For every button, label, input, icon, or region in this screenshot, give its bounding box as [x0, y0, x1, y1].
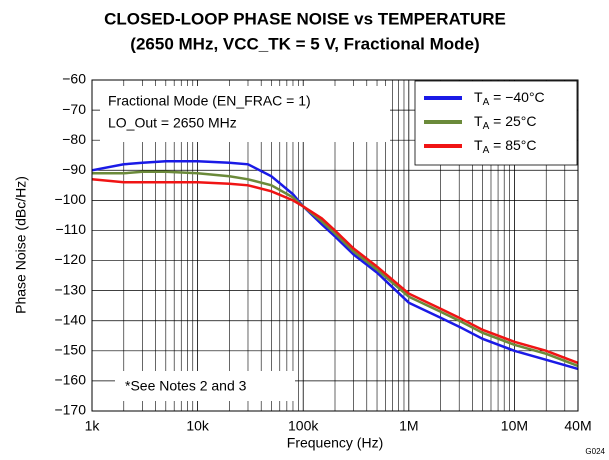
annotation: LO_Out = 2650 MHz [108, 115, 237, 131]
y-tick-label: −120 [54, 251, 86, 267]
x-tick-label: 10M [501, 418, 528, 434]
legend-label-part: T [474, 137, 483, 153]
legend-label: TA = −40°C [474, 89, 545, 108]
legend-label: TA = 25°C [474, 113, 536, 132]
legend-label-part: A [483, 121, 490, 132]
x-tick-label: 1k [85, 418, 101, 434]
series-line [91, 159, 579, 371]
y-tick-label: −70 [62, 101, 86, 117]
y-tick-label: −100 [54, 191, 86, 207]
legend-label-part: = 85°C [489, 137, 536, 153]
y-axis-label: Phase Noise (dBc/Hz) [13, 176, 29, 314]
legend-label-part: A [483, 97, 490, 108]
y-tick-label: −160 [54, 372, 86, 388]
legend-label: TA = 85°C [474, 137, 536, 156]
annotation: Fractional Mode (EN_FRAC = 1) [108, 93, 311, 109]
legend-label-part: T [474, 113, 483, 129]
note-box [115, 371, 295, 401]
chart-title: CLOSED-LOOP PHASE NOISE vs TEMPERATURE [104, 9, 506, 28]
y-tick-label: −60 [62, 71, 86, 87]
y-tick-label: −80 [62, 131, 86, 147]
x-axis-label: Frequency (Hz) [287, 435, 383, 451]
y-tick-label: −150 [54, 342, 86, 358]
y-tick-label: −130 [54, 281, 86, 297]
legend-label-part: = −40°C [489, 89, 544, 105]
figure-id: G024 [585, 447, 605, 456]
annotation-box [100, 86, 390, 142]
legend-label-part: = 25°C [489, 113, 536, 129]
chart-subtitle: (2650 MHz, VCC_TK = 5 V, Fractional Mode… [130, 34, 479, 53]
series-line [91, 178, 579, 365]
y-tick-label: −110 [56, 221, 87, 237]
plot-frame [91, 79, 579, 412]
legend-label-part: T [474, 89, 483, 105]
x-tick-label: 40M [564, 418, 591, 434]
y-tick-label: −90 [62, 161, 86, 177]
x-tick-label: 100k [288, 418, 319, 434]
x-tick-label: 1M [399, 418, 418, 434]
legend-label-part: A [483, 145, 490, 156]
annotation: *See Notes 2 and 3 [125, 378, 247, 394]
y-tick-label: −140 [54, 311, 86, 327]
y-tick-label: −170 [54, 402, 86, 418]
series-line [92, 170, 579, 368]
x-tick-label: 10k [186, 418, 210, 434]
